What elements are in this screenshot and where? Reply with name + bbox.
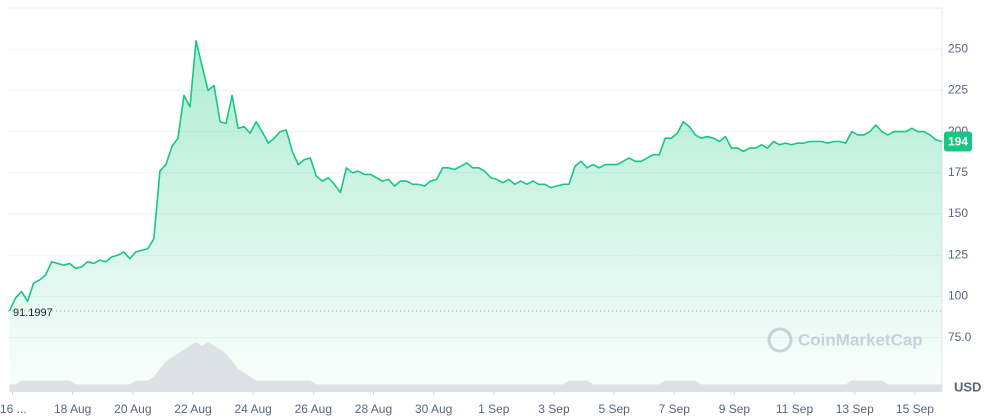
y-tick-label: 125	[948, 247, 968, 261]
price-line	[8, 40, 943, 312]
x-tick-label: 11 Sep	[776, 402, 813, 416]
x-tick-label: 3 Sep	[538, 402, 570, 416]
y-tick-label: 100	[948, 289, 968, 303]
price-area	[9, 40, 942, 393]
x-tick-label: 20 Aug	[114, 402, 151, 416]
x-tick-label: 26 Aug	[295, 402, 332, 416]
x-tick-label: 5 Sep	[598, 402, 630, 416]
y-tick-label: 175	[948, 165, 968, 179]
x-tick-label: 22 Aug	[174, 402, 211, 416]
x-tick-label: 24 Aug	[234, 402, 271, 416]
watermark: CoinMarketCap	[767, 327, 923, 353]
y-tick-label: 150	[948, 206, 968, 220]
y-tick-label: 75.0	[948, 330, 972, 344]
open-price-label: 91.1997	[13, 307, 53, 319]
watermark-text: CoinMarketCap	[798, 330, 923, 349]
x-tick-label: 16 ...	[0, 402, 27, 416]
y-tick-label: 225	[948, 83, 968, 97]
watermark-logo	[767, 327, 793, 353]
x-tick-label: 30 Aug	[415, 402, 452, 416]
x-tick-label: 18 Aug	[54, 402, 91, 416]
currency-label: USD	[954, 379, 981, 394]
volume-area	[9, 342, 942, 392]
current-price-label: 194	[948, 135, 968, 149]
x-tick-label: 13 Sep	[836, 402, 874, 416]
x-tick-label: 9 Sep	[719, 402, 751, 416]
current-price-badge	[944, 131, 972, 152]
x-tick-label: 15 Sep	[896, 402, 934, 416]
y-tick-label: 250	[948, 41, 968, 55]
x-tick-label: 7 Sep	[659, 402, 691, 416]
x-tick-label: 28 Aug	[355, 402, 392, 416]
x-tick-label: 1 Sep	[478, 402, 510, 416]
data	[8, 40, 943, 393]
